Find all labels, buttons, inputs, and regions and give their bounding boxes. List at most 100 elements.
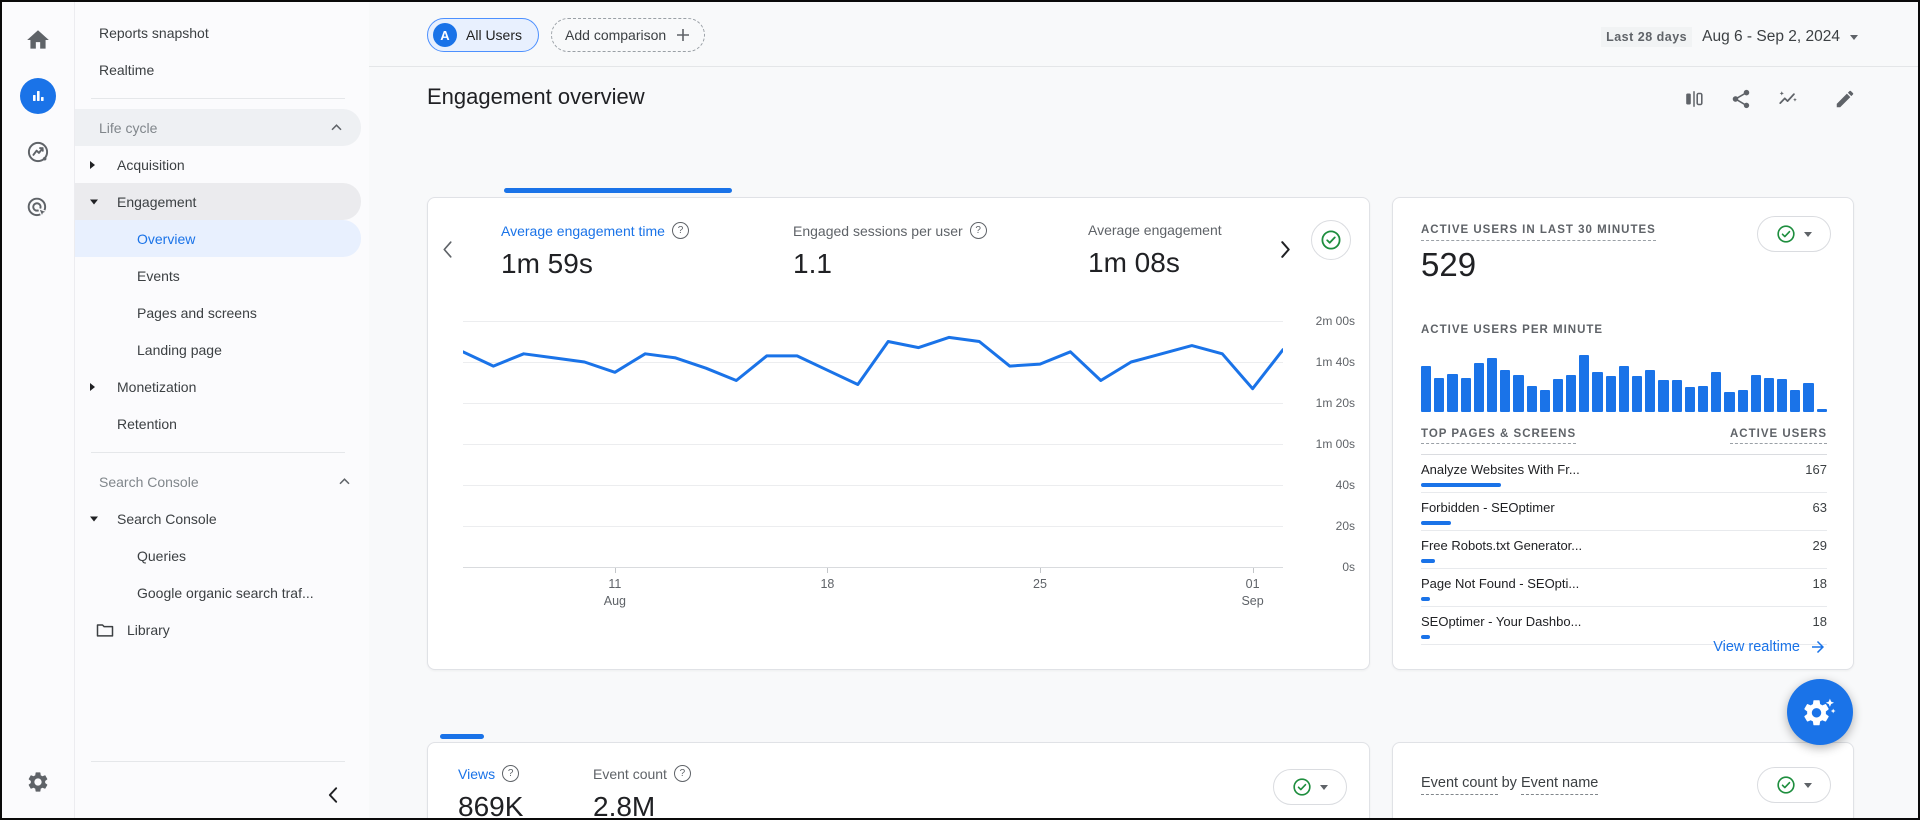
active-users-bar xyxy=(1763,377,1775,412)
date-range-selector[interactable]: Last 28 days Aug 6 - Sep 2, 2024 xyxy=(1601,27,1858,47)
view-realtime-label: View realtime xyxy=(1713,639,1800,655)
active-users-bar xyxy=(1618,365,1629,412)
gridline xyxy=(463,485,1283,486)
sidebar-item-label: Engagement xyxy=(117,193,197,210)
metric-tab-engaged-sessions-per-user[interactable]: Engaged sessions per user? 1.1 xyxy=(793,222,987,280)
help-icon[interactable]: ? xyxy=(673,765,691,782)
table-row[interactable]: Page Not Found - SEOpti... 18 xyxy=(1421,569,1827,607)
active-users-bar xyxy=(1486,357,1498,412)
explore-icon[interactable] xyxy=(16,130,60,174)
sidebar-item-monetization[interactable]: Monetization xyxy=(75,368,369,405)
section-header-life-cycle[interactable]: Life cycle xyxy=(75,109,361,146)
help-icon[interactable]: ? xyxy=(502,765,520,782)
view-realtime-link[interactable]: View realtime xyxy=(1713,638,1827,656)
sidebar-divider xyxy=(91,98,345,99)
metric-term[interactable]: Event count xyxy=(1421,775,1498,795)
sidebar-item-library[interactable]: Library xyxy=(75,611,369,648)
all-users-label: All Users xyxy=(466,27,523,43)
gridline xyxy=(463,321,1283,322)
report-nav-sidebar: Reports snapshot Realtime Life cycle Acq… xyxy=(75,2,369,818)
active-users-bar xyxy=(1579,355,1590,412)
sidebar-item-search-console[interactable]: Search Console xyxy=(75,500,369,537)
active-users-bar xyxy=(1605,376,1616,412)
sidebar-item-queries[interactable]: Queries xyxy=(75,537,369,574)
all-users-segment-pill[interactable]: A All Users xyxy=(427,18,540,52)
home-icon[interactable] xyxy=(16,18,60,62)
gridline xyxy=(463,403,1283,404)
table-row[interactable]: Forbidden - SEOptimer 63 xyxy=(1421,493,1827,531)
insights-fab-button[interactable] xyxy=(1787,679,1853,745)
sidebar-item-retention[interactable]: Retention xyxy=(75,405,369,442)
collapse-sidebar-button[interactable] xyxy=(75,772,369,818)
dimension-term[interactable]: Event name xyxy=(1520,775,1599,795)
comparison-icon[interactable] xyxy=(1683,88,1705,110)
sidebar-item-label: Acquisition xyxy=(117,156,185,173)
help-icon[interactable]: ? xyxy=(671,222,689,239)
metric-tab-views[interactable]: Views? 869K xyxy=(458,765,523,818)
expanded-arrow-icon xyxy=(90,199,98,204)
page-title-cell: SEOptimer - Your Dashbo... xyxy=(1421,614,1582,629)
table-row[interactable]: Free Robots.txt Generator... 29 xyxy=(1421,531,1827,569)
active-users-30min-header: ACTIVE USERS IN LAST 30 MINUTES xyxy=(1421,224,1656,241)
sidebar-item-engagement[interactable]: Engagement xyxy=(75,183,361,220)
page-title-cell: Forbidden - SEOptimer xyxy=(1421,500,1555,515)
collapsed-arrow-icon xyxy=(90,160,95,169)
left-rail xyxy=(2,2,75,818)
share-icon[interactable] xyxy=(1730,88,1752,110)
insights-icon[interactable] xyxy=(1777,88,1799,110)
active-users-column-header: ACTIVE USERS xyxy=(1730,428,1827,444)
top-pages-table-header: TOP PAGES & SCREENS ACTIVE USERS xyxy=(1421,428,1827,444)
sidebar-item-label: Google organic search traf... xyxy=(137,584,314,601)
reports-icon[interactable] xyxy=(16,74,60,118)
caret-down-icon xyxy=(1850,34,1858,40)
data-quality-button[interactable] xyxy=(1311,220,1351,260)
carousel-prev-button[interactable] xyxy=(442,240,453,264)
sidebar-item-landing-page[interactable]: Landing page xyxy=(75,331,369,368)
realtime-quality-dropdown[interactable] xyxy=(1757,216,1831,252)
sidebar-item-label: Retention xyxy=(117,415,177,432)
metric-tab-average-engagement-time[interactable]: Average engagement time? 1m 59s xyxy=(501,222,689,280)
reports-active-circle xyxy=(20,78,56,114)
sidebar-item-acquisition[interactable]: Acquisition xyxy=(75,146,369,183)
sidebar-item-reports-snapshot[interactable]: Reports snapshot xyxy=(75,14,369,51)
metric-label: Average engagement xyxy=(1088,222,1222,238)
sidebar-item-realtime[interactable]: Realtime xyxy=(75,51,369,88)
sidebar-item-google-organic-search[interactable]: Google organic search traf... xyxy=(75,574,369,611)
active-users-bar xyxy=(1473,362,1484,412)
sidebar-item-events[interactable]: Events xyxy=(75,257,369,294)
active-users-cell: 63 xyxy=(1812,500,1827,515)
active-users-bar xyxy=(1460,377,1471,412)
active-users-bar xyxy=(1592,372,1603,412)
edit-icon[interactable] xyxy=(1834,88,1856,110)
check-circle-icon xyxy=(1777,225,1795,243)
table-row[interactable]: SEOptimer - Your Dashbo... 18 xyxy=(1421,607,1827,645)
advertising-icon[interactable] xyxy=(16,186,60,230)
date-range-value: Aug 6 - Sep 2, 2024 xyxy=(1702,28,1840,45)
active-users-bar xyxy=(1671,380,1682,412)
metric-tab-average-engagement[interactable]: Average engagement 1m 08s xyxy=(1088,222,1222,279)
section-header-search-console[interactable]: Search Console xyxy=(75,463,369,500)
table-row[interactable]: Analyze Websites With Fr... 167 xyxy=(1421,455,1827,493)
active-users-bar xyxy=(1711,372,1722,412)
row-value-bar xyxy=(1421,597,1430,601)
carousel-next-button[interactable] xyxy=(1280,240,1291,264)
views-quality-dropdown[interactable] xyxy=(1273,769,1347,805)
engagement-time-line-chart: 2m 00s 1m 40s 1m 20s 1m 00s 40s 20s 0s 11 Aug 18 2… xyxy=(463,314,1355,608)
sidebar-item-overview-selected[interactable]: Overview xyxy=(75,220,361,257)
active-users-bar xyxy=(1724,392,1735,412)
add-comparison-button[interactable]: Add comparison xyxy=(551,18,706,52)
event-count-by-event-name-card: Event count by Event name xyxy=(1392,742,1854,818)
active-users-cell: 29 xyxy=(1812,538,1827,553)
x-axis-tick-label: 25 xyxy=(1033,577,1047,591)
help-icon[interactable]: ? xyxy=(969,222,987,239)
settings-icon[interactable] xyxy=(16,760,60,804)
active-users-bar xyxy=(1697,385,1709,412)
metric-tab-event-count[interactable]: Event count? 2.8M xyxy=(593,765,691,818)
date-preset-chip: Last 28 days xyxy=(1601,27,1693,47)
row-value-bar xyxy=(1421,483,1501,487)
metric-value: 1m 08s xyxy=(1088,247,1180,278)
sidebar-item-pages-and-screens[interactable]: Pages and screens xyxy=(75,294,369,331)
event-count-quality-dropdown[interactable] xyxy=(1757,767,1831,803)
active-users-bar xyxy=(1803,382,1814,412)
active-users-per-minute-header: ACTIVE USERS PER MINUTE xyxy=(1421,324,1604,336)
